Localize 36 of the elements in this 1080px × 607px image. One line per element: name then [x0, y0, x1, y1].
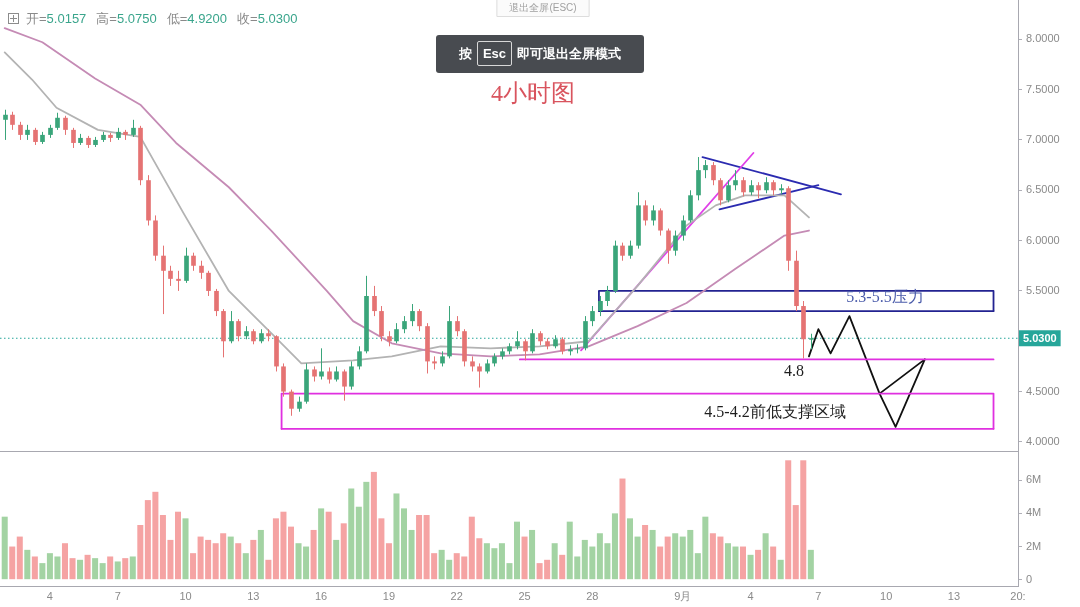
x-tick-label: 4 — [747, 589, 754, 602]
x-tick-label: 25 — [518, 589, 531, 602]
annotation: 退出全屏(ESC) — [509, 1, 577, 13]
x-tick-label: 28 — [586, 589, 599, 602]
x-tick-label: 20: — [1010, 589, 1026, 602]
y-tick-label: 2M — [1026, 539, 1042, 552]
x-tick-label: 13 — [247, 589, 260, 602]
annotation: 开=5.0157 高=5.0750 低=4.9200 收=5.0300 — [26, 10, 298, 26]
x-tick-label: 19 — [382, 589, 396, 602]
y-tick-label: 5.5000 — [1026, 283, 1060, 296]
y-tick-label: 8.0000 — [1026, 32, 1060, 45]
annotation: 按 Esc 即可退出全屏模式 — [459, 45, 621, 63]
ref-line-label: 5.0300 — [1023, 331, 1057, 344]
y-tick-label: 6.0000 — [1026, 233, 1060, 246]
annotation: 4.5-4.2前低支撑区域 — [704, 403, 846, 421]
x-tick-label: 16 — [315, 589, 328, 602]
y-tick-label: 6.5000 — [1026, 183, 1060, 196]
y-tick-label: 7.5000 — [1026, 82, 1060, 95]
x-tick-label: 7 — [815, 589, 822, 602]
x-tick-label: 7 — [114, 589, 121, 602]
x-tick-label: 10 — [179, 589, 192, 602]
x-tick-label: 9月 — [674, 589, 692, 602]
x-tick-label: 10 — [880, 589, 893, 602]
y-tick-label: 7.0000 — [1026, 132, 1060, 145]
y-tick-label: 0 — [1026, 572, 1033, 585]
y-tick-label: 4.0000 — [1026, 434, 1060, 447]
text: 4小时图 — [491, 80, 575, 107]
fullscreen-notice: 按 Esc 即可退出全屏模式 — [436, 35, 644, 73]
annotation: 5.3-5.5压力 — [846, 288, 924, 306]
y-tick-label: 4M — [1026, 506, 1042, 519]
x-tick-label: 4 — [46, 589, 53, 602]
y-tick-label: 4.5000 — [1026, 384, 1060, 397]
y-tick-label: 6M — [1026, 473, 1042, 486]
x-tick-label: 13 — [947, 589, 961, 602]
annotation: 4.8 — [784, 362, 804, 380]
x-tick-label: 22 — [450, 589, 463, 602]
